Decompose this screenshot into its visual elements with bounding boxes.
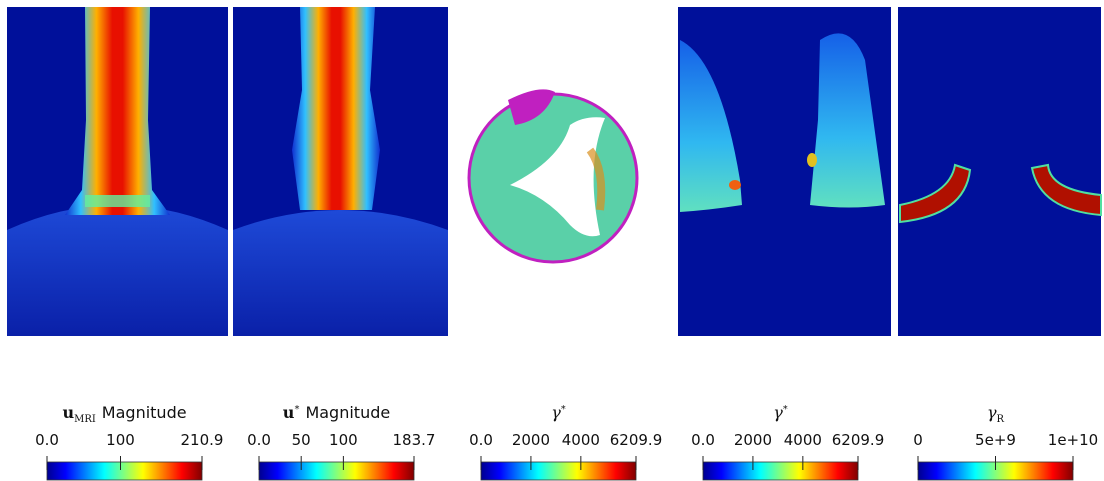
colorbar: γ* 0.0 2000 4000 6209.9	[691, 403, 885, 481]
title-symbol: u	[62, 403, 74, 422]
tick-label: 6209.9	[832, 431, 885, 449]
title-symbol: γ	[551, 403, 561, 422]
title-superscript: *	[783, 404, 788, 415]
tick-label: 210.9	[181, 431, 224, 449]
tick-label: 1e+10	[1048, 431, 1098, 449]
colorbar-title: γR	[987, 403, 1005, 425]
colorbar: γ* 0.0 2000 4000 6209.9	[469, 403, 663, 481]
colorbar-gradient	[480, 461, 637, 481]
panel-mri	[7, 7, 228, 336]
colorbar-title: γ*	[773, 403, 788, 422]
tick-label: 0.0	[247, 431, 271, 449]
tick-label: 0.0	[691, 431, 715, 449]
tick-label: 4000	[562, 431, 600, 449]
tick-label: 6209.9	[610, 431, 663, 449]
tick-label: 100	[106, 431, 135, 449]
colorbar-gradient	[258, 461, 415, 481]
title-symbol: γ	[987, 403, 997, 422]
tick-label: 2000	[734, 431, 772, 449]
panel-gamma-r	[898, 7, 1102, 336]
title-text: Magnitude	[305, 403, 390, 422]
colorbar-title: γ*	[551, 403, 566, 422]
title-superscript: *	[294, 404, 299, 415]
title-superscript: *	[561, 404, 566, 415]
colorbar-gradient	[702, 461, 859, 481]
tick-label: 100	[329, 431, 358, 449]
tick-label: 183.7	[393, 431, 436, 449]
title-symbol: γ	[773, 403, 783, 422]
tick-label: 5e+9	[975, 431, 1016, 449]
title-subscript: R	[997, 414, 1005, 425]
colorbar-gradient	[46, 461, 203, 481]
tick-label: 0.0	[469, 431, 493, 449]
colorbar-title: uMRI Magnitude	[62, 403, 186, 425]
valve-mesh	[467, 89, 639, 264]
colorbar: u* Magnitude 0.0 50 100 183.7	[247, 403, 436, 481]
panel-reconstruction	[233, 7, 448, 336]
colorbar: γR 0 5e+9 1e+10	[913, 403, 1098, 481]
title-subscript: MRI	[74, 414, 96, 425]
tick-label: 2000	[512, 431, 550, 449]
title-text: Magnitude	[102, 403, 187, 422]
panel-shear-rate	[678, 7, 891, 336]
colorbar: uMRI Magnitude 0.0 100 210.9	[35, 403, 224, 481]
colorbar-title: u* Magnitude	[283, 403, 390, 422]
tick-label: 0.0	[35, 431, 59, 449]
tick-label: 0	[913, 431, 923, 449]
tick-label: 4000	[784, 431, 822, 449]
tick-label: 50	[292, 431, 311, 449]
title-symbol: u	[283, 403, 295, 422]
